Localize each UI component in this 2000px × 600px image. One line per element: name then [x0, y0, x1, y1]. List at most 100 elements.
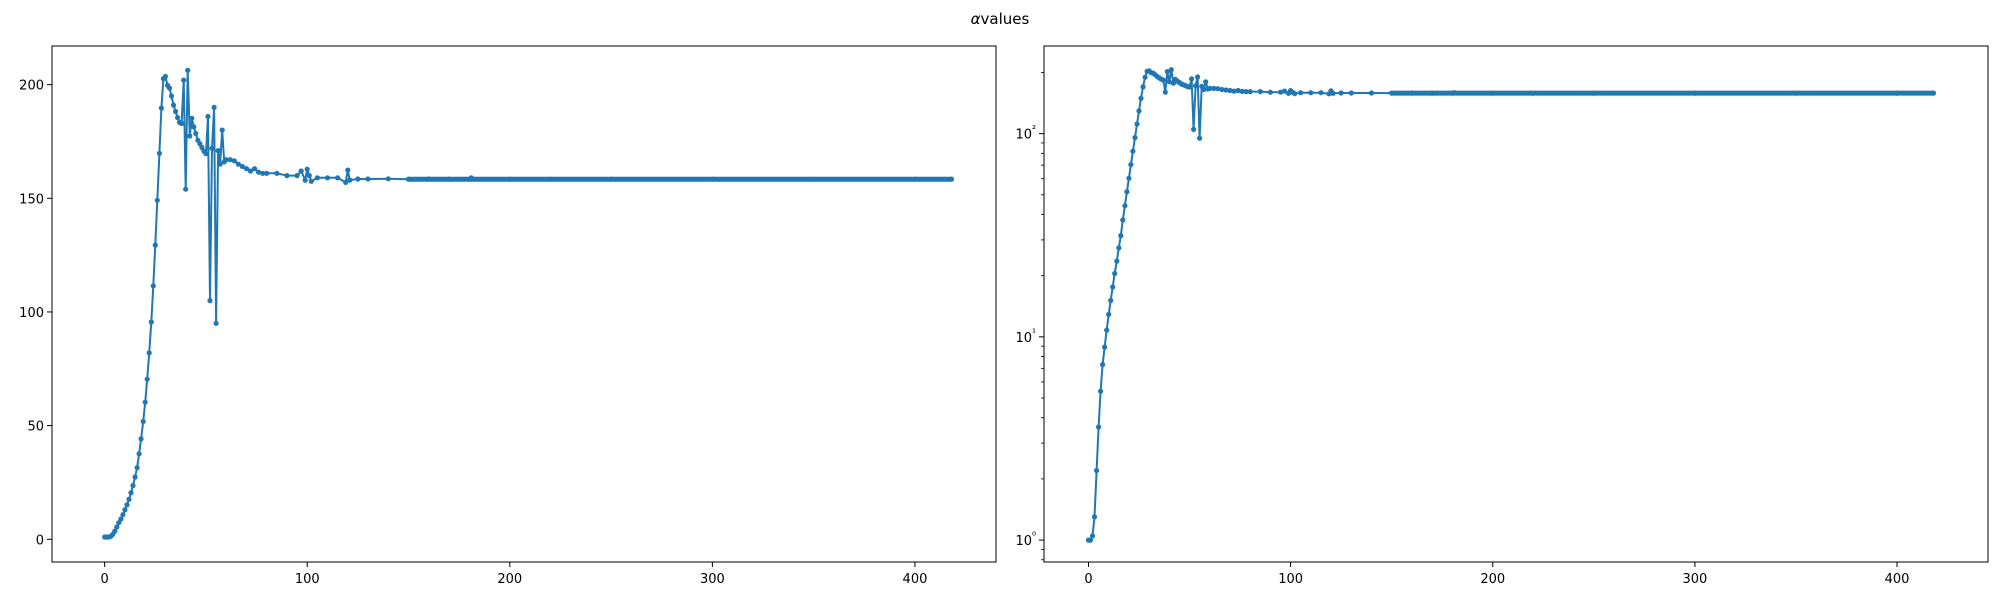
data-point	[1247, 89, 1253, 95]
data-point	[1298, 90, 1304, 96]
data-point	[150, 283, 156, 289]
data-point	[118, 516, 124, 522]
data-point	[152, 242, 158, 248]
data-point	[1098, 388, 1104, 394]
data-point	[122, 507, 128, 513]
data-point	[243, 166, 250, 172]
data-point	[130, 483, 136, 489]
y-tick-label: 10²	[1015, 125, 1036, 143]
data-point	[1102, 344, 1108, 350]
data-point	[347, 177, 353, 183]
x-tick-label: 100	[1278, 572, 1303, 587]
data-point	[1330, 90, 1336, 96]
data-point	[112, 528, 118, 534]
axes-frame	[51, 45, 997, 563]
data-point	[1094, 467, 1100, 474]
data-point	[1132, 135, 1138, 141]
data-point	[181, 77, 187, 83]
data-point	[1104, 327, 1110, 333]
data-point	[138, 436, 144, 442]
data-point	[314, 175, 320, 181]
data-point	[1106, 311, 1112, 317]
y-tick-label: 100	[19, 306, 44, 321]
data-point	[1110, 284, 1116, 290]
data-point	[335, 175, 341, 181]
data-point	[231, 158, 237, 164]
data-point	[1162, 89, 1168, 95]
data-point	[213, 320, 219, 326]
data-point	[1118, 233, 1124, 239]
data-point	[227, 157, 233, 163]
data-point	[223, 157, 229, 163]
data-point	[140, 418, 146, 425]
data-point	[124, 502, 130, 508]
data-point	[294, 173, 300, 179]
data-point	[1140, 84, 1146, 90]
data-point	[365, 176, 371, 182]
data-point	[1281, 88, 1288, 94]
data-point	[158, 105, 164, 111]
data-point	[156, 150, 162, 156]
data-point	[1120, 217, 1126, 223]
data-point	[1193, 83, 1199, 89]
data-point	[175, 115, 181, 121]
data-point	[185, 67, 191, 73]
x-tick-label: 0	[1084, 572, 1092, 587]
data-point	[1257, 89, 1263, 95]
data-point	[306, 173, 312, 179]
data-point	[1243, 89, 1249, 95]
y-tick-label: 10¹	[1015, 328, 1036, 346]
data-point	[1091, 514, 1098, 520]
y-tick-label: 0	[36, 533, 44, 548]
data-point	[324, 175, 331, 181]
data-point	[1227, 87, 1233, 94]
data-point	[1138, 95, 1144, 101]
figure-title: αvalues	[0, 10, 2000, 28]
data-point	[146, 350, 152, 356]
data-point	[298, 168, 304, 174]
figure-title-text: values	[980, 10, 1030, 28]
data-point	[173, 108, 179, 115]
data-point	[1308, 90, 1314, 96]
x-tick-label: 100	[295, 572, 320, 587]
data-point	[1215, 86, 1221, 92]
data-point	[1211, 85, 1217, 91]
data-point	[1338, 90, 1344, 96]
data-point	[264, 170, 270, 176]
data-point	[1100, 362, 1106, 368]
data-point	[179, 120, 185, 127]
data-point	[1195, 74, 1201, 80]
data-point	[203, 151, 209, 157]
y-tick-label: 150	[19, 192, 44, 207]
data-point	[1231, 88, 1237, 94]
x-tick-label: 400	[903, 572, 928, 587]
data-point	[1368, 90, 1375, 96]
data-point	[217, 161, 223, 167]
data-point	[209, 145, 215, 151]
data-point	[345, 167, 351, 173]
data-point	[1168, 67, 1174, 73]
right-log-plot: 0 100 200 300 400 10⁰ 10¹ 10²	[1015, 45, 1989, 587]
data-point	[1142, 74, 1148, 80]
data-point	[1203, 79, 1209, 85]
x-tick-label: 400	[1885, 572, 1910, 587]
data-point	[1128, 162, 1134, 168]
data-point	[1112, 270, 1118, 277]
x-tick-label: 300	[1682, 572, 1707, 587]
data-point	[1189, 76, 1195, 82]
data-point	[114, 524, 120, 530]
data-point	[302, 177, 308, 183]
data-point	[1277, 89, 1284, 95]
data-point	[142, 399, 148, 405]
data-point	[128, 490, 134, 496]
data-point	[1235, 87, 1241, 94]
data-point	[260, 170, 266, 176]
data-point	[1164, 69, 1170, 75]
data-point	[1134, 121, 1140, 127]
data-point	[1348, 90, 1354, 96]
data-point	[304, 166, 310, 172]
data-point	[154, 197, 160, 203]
data-point	[247, 168, 254, 174]
data-point	[308, 178, 314, 184]
data-point	[189, 115, 195, 121]
